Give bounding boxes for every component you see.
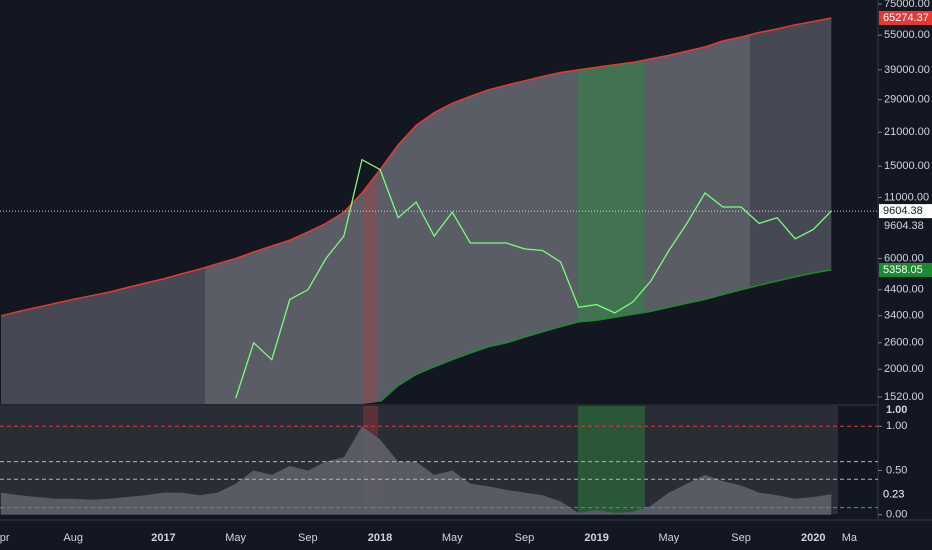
x-tick-label: 2019 — [584, 532, 608, 544]
y-tick-label: 15000.00 — [884, 160, 930, 172]
y-tick-label: 21000.00 — [884, 126, 930, 138]
lower-band — [379, 269, 832, 403]
y-tick-label: 29000.00 — [884, 94, 930, 106]
lower-badge: 5358.05 — [883, 264, 923, 276]
x-tick-label: Sep — [298, 532, 318, 544]
upper-badge: 65274.37 — [883, 12, 929, 24]
price-badge: 9604.38 — [883, 205, 923, 217]
x-tick-label: 2018 — [368, 532, 392, 544]
price-line — [235, 158, 832, 399]
y-tick-label: 4400.00 — [884, 284, 924, 296]
y-tick-label: 3400.00 — [884, 310, 924, 322]
x-tick-label: Aug — [63, 532, 83, 544]
osc-green-region — [578, 406, 645, 514]
osc-area — [1, 426, 832, 515]
x-tick-label: 2017 — [151, 532, 175, 544]
y-tick-label: 11000.00 — [884, 191, 929, 203]
price-label: 9604.38 — [884, 220, 924, 232]
y-tick-label: 1520.00 — [884, 391, 924, 403]
x-tick-label: May — [442, 532, 463, 544]
y-tick-label: 75000.00 — [884, 0, 930, 10]
x-tick-label: May — [225, 532, 246, 544]
osc-top-bg — [879, 404, 932, 417]
y-tick-label: 2600.00 — [884, 337, 924, 349]
y2-tick-label: 0.50 — [886, 464, 907, 476]
y-tick-label: 39000.00 — [884, 64, 930, 76]
osc-badge-bg — [879, 487, 932, 502]
osc-top-label: 1.00 — [886, 404, 907, 416]
x-tick-label: 2020 — [801, 532, 825, 544]
y-tick-label: 2000.00 — [884, 363, 924, 375]
y2-tick-label: 0.00 — [886, 509, 907, 521]
x-tick-label: May — [658, 532, 679, 544]
x-tick-label: Sep — [515, 532, 535, 544]
price-badge-bg — [879, 204, 932, 219]
upper-band — [0, 17, 832, 317]
upper-badge-bg — [879, 10, 932, 25]
y-tick-label: 6000.00 — [884, 252, 924, 264]
x-tick-label: Sep — [731, 532, 751, 544]
x-tick-label: Apr — [0, 532, 10, 544]
lower-badge-bg — [879, 262, 932, 277]
y2-tick-label: 1.00 — [886, 420, 907, 432]
y-tick-label: 55000.00 — [884, 29, 930, 41]
x-tick-label: Ma — [842, 532, 858, 544]
osc-badge: 0.23 — [883, 488, 904, 500]
